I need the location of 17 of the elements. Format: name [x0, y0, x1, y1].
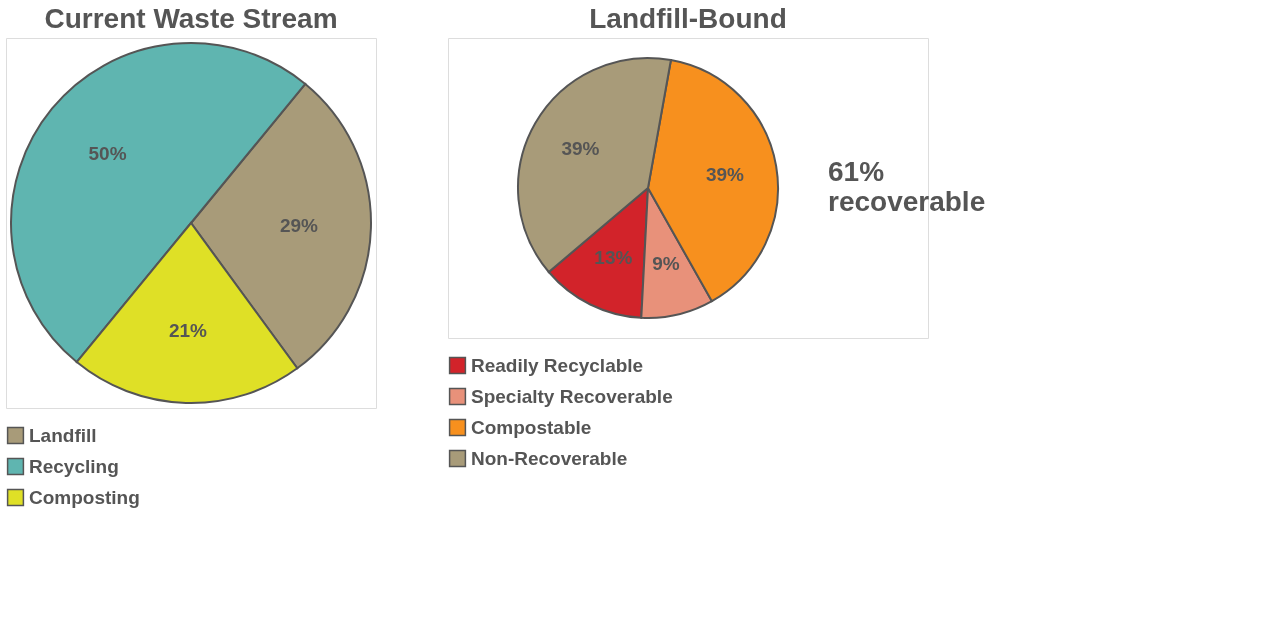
legend-label: Landfill	[29, 424, 97, 446]
data-label: 39%	[705, 163, 745, 185]
legend-label: Composting	[29, 486, 140, 508]
data-label: 13%	[594, 246, 633, 268]
data-label: 50%	[88, 143, 127, 165]
legend-label: Compostable	[471, 416, 592, 438]
legend-label: Non-Recoverable	[471, 447, 628, 469]
legend-label: Recycling	[29, 455, 119, 477]
legend-label: Readily Recyclable	[471, 354, 644, 376]
data-label: 9%	[652, 252, 680, 274]
data-label: 39%	[561, 138, 600, 160]
chart-title: Landfill-Bound	[589, 3, 787, 34]
data-label: 21%	[168, 319, 208, 341]
chart-title: Current Waste Stream	[44, 3, 338, 34]
data-label: 29%	[279, 215, 319, 237]
legend-label: Specialty Recoverable	[471, 385, 673, 407]
text: 61% recoverable	[828, 156, 986, 217]
